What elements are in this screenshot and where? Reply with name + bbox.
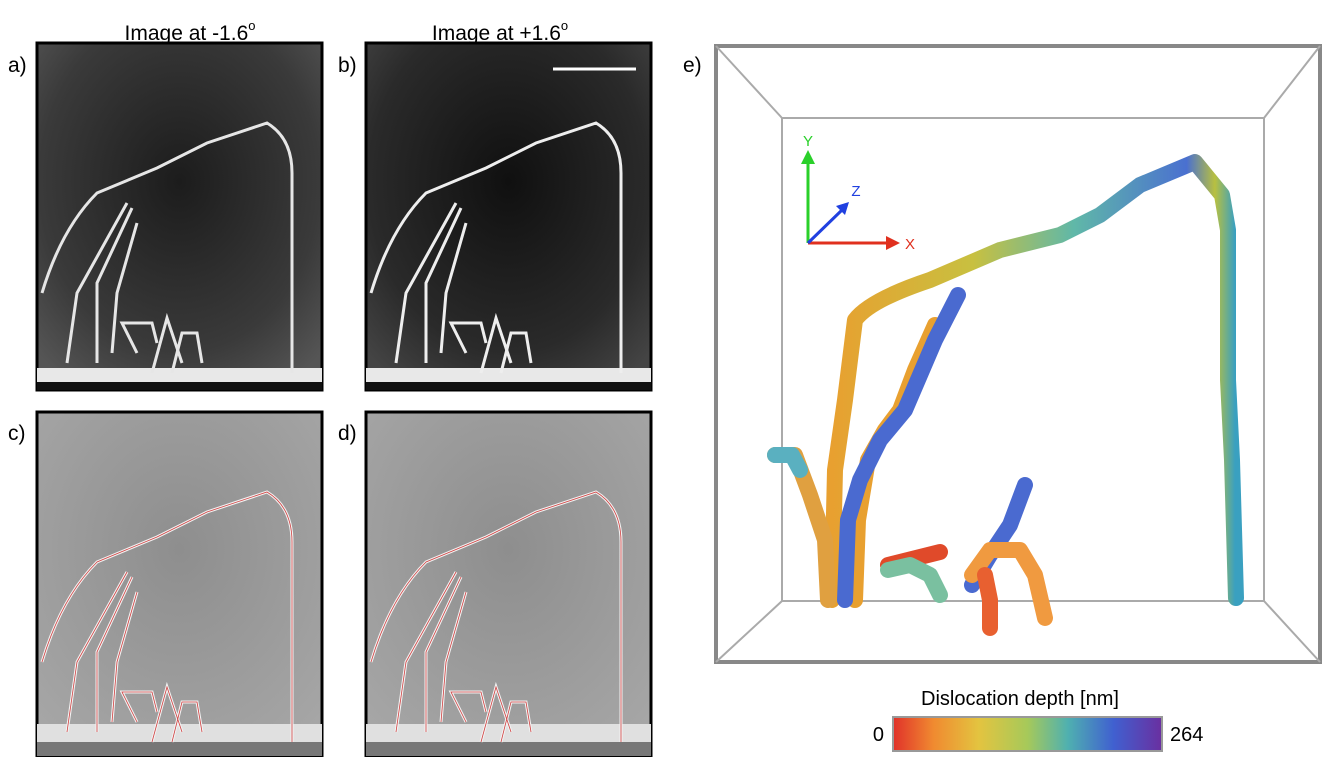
axis-triad <box>801 150 900 250</box>
axis-label: Y <box>803 133 813 150</box>
colorbar-min: 0 <box>873 724 884 746</box>
processed-image <box>366 412 651 756</box>
colorbar-max: 264 <box>1170 724 1203 746</box>
panel-label: c) <box>8 422 26 445</box>
page: {"panels": [ {"label": "a)", "title": {"… <box>0 0 1322 757</box>
panel-title: Image at -1.6o <box>125 18 256 45</box>
panel-label: b) <box>338 54 357 77</box>
panel-label: e) <box>683 54 702 77</box>
panel-label: a) <box>8 54 27 77</box>
axis-label: X <box>905 236 915 253</box>
tem-image <box>366 43 651 390</box>
colorbar <box>893 717 1162 751</box>
axis-label: Z <box>851 183 860 200</box>
dislocation-lines <box>775 162 1236 628</box>
figure: Image at -1.6o Image at +1.6o a) b) c) d… <box>0 0 1322 757</box>
processed-image <box>37 412 322 756</box>
tem-image <box>37 43 322 390</box>
panel-title: Image at +1.6o <box>432 18 568 45</box>
colorbar-label: Dislocation depth [nm] <box>921 688 1119 710</box>
panel-label: d) <box>338 422 357 445</box>
